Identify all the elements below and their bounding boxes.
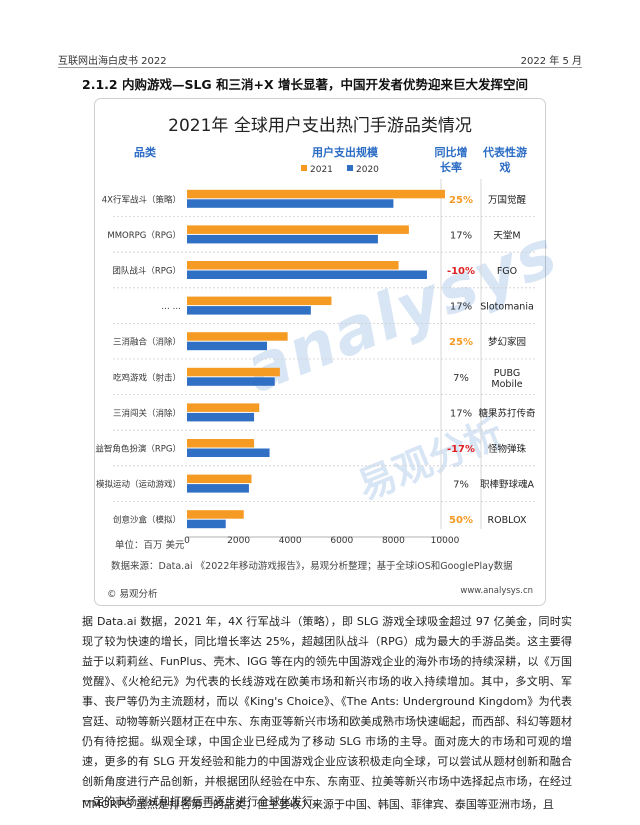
column-header-yoy: 同比增长率 bbox=[434, 146, 468, 174]
bar-2020 bbox=[187, 412, 255, 422]
growth-rate: 7% bbox=[453, 373, 469, 384]
section-title: 2.1.2 内购游戏—SLG 和三消+X 增长显著，中国开发者优势迎来巨大发挥空… bbox=[82, 77, 528, 92]
column-header-category: 品类 bbox=[134, 146, 156, 159]
page-header: 互联网出海白皮书 2022 2022 年 5 月 bbox=[58, 52, 582, 68]
bar-2020 bbox=[187, 448, 270, 457]
x-tick-label: 6000 bbox=[330, 536, 353, 546]
representative-game: 梦幻家园 bbox=[488, 336, 526, 348]
growth-rate: 17% bbox=[450, 302, 472, 313]
category-label: 益智角色扮演（RPG） bbox=[95, 444, 181, 455]
category-label: 创意沙盒（模拟） bbox=[113, 515, 181, 526]
bar-2020 bbox=[187, 377, 275, 386]
bar-2020 bbox=[187, 519, 226, 529]
category-label: 三消融合（消除） bbox=[113, 337, 181, 348]
source-note: 数据来源：Data.ai 《2022年移动游戏报告》，易观分析整理；基于全球iO… bbox=[111, 561, 513, 572]
representative-game: 万国觉醒 bbox=[488, 195, 527, 206]
representative-game: 职棒野球魂A bbox=[480, 479, 535, 491]
growth-rate: -17% bbox=[447, 444, 475, 455]
copyright-label: © 易观分析 bbox=[107, 589, 158, 600]
representative-game: Mobile bbox=[491, 379, 522, 390]
category-label: 团队战斗（RPG） bbox=[112, 266, 181, 277]
column-header-spend: 用户支出规模 bbox=[312, 146, 378, 159]
x-tick-label: 0 bbox=[184, 536, 190, 546]
bar-2020 bbox=[187, 484, 249, 493]
category-label: 4X行军战斗（策略） bbox=[102, 194, 181, 205]
x-tick-label: 8000 bbox=[382, 536, 405, 546]
category-label: … … bbox=[161, 302, 181, 312]
legend-label-2020: 2020 bbox=[356, 165, 379, 175]
growth-rate: 17% bbox=[450, 408, 472, 419]
bar-2020 bbox=[187, 270, 427, 279]
representative-game: ROBLOX bbox=[488, 515, 527, 526]
header-date: 2022 年 5 月 bbox=[520, 56, 582, 67]
bar-2020 bbox=[187, 234, 378, 244]
column-header-representative: 代表性游戏 bbox=[483, 146, 527, 174]
unit-label: 单位：百万 美元 bbox=[115, 540, 185, 551]
representative-game: FGO bbox=[497, 266, 517, 277]
bar-2021 bbox=[187, 225, 409, 234]
chart-card: 2021年 全球用户支出热门手游品类情况 品类 用户支出规模 同比增长率 代表性… bbox=[94, 98, 568, 606]
bar-2021 bbox=[187, 510, 244, 519]
growth-rate: 17% bbox=[450, 230, 472, 241]
representative-game: PUBG bbox=[494, 368, 520, 379]
category-label: MMORPG（RPG） bbox=[107, 230, 181, 241]
representative-game: Slotomania bbox=[480, 302, 534, 313]
body-paragraph-1: 据 Data.ai 数据，2021 年，4X 行军战斗（策略），即 SLG 游戏… bbox=[82, 615, 572, 808]
header-divider bbox=[58, 67, 582, 68]
header-doc-title: 互联网出海白皮书 2022 bbox=[58, 56, 167, 67]
growth-rate: 25% bbox=[449, 337, 473, 348]
bar-2021 bbox=[187, 474, 252, 484]
bar-2021 bbox=[187, 296, 332, 306]
representative-game: 天堂M bbox=[493, 229, 520, 241]
representative-game: 糖果苏打传奇 bbox=[478, 407, 536, 419]
bar-2020 bbox=[187, 199, 394, 208]
bar-2021 bbox=[187, 403, 260, 412]
legend-swatch-2021 bbox=[301, 165, 307, 171]
bar-chart: 2021 2020 4X行军战斗（策略） 25% 万国觉醒 MMORPG（RPG） 17% 天… bbox=[95, 165, 536, 546]
category-label: 三消闯关（消除） bbox=[113, 408, 181, 419]
growth-rate: -10% bbox=[447, 266, 475, 277]
x-tick-label: 2000 bbox=[227, 536, 250, 546]
site-url: www.analysys.cn bbox=[460, 586, 533, 596]
representative-game: 怪物弹珠 bbox=[488, 443, 527, 455]
legend-label-2021: 2021 bbox=[310, 165, 333, 175]
bar-2021 bbox=[187, 439, 255, 448]
x-tick-label: 4000 bbox=[279, 536, 302, 546]
bar-2020 bbox=[187, 306, 311, 315]
growth-rate: 7% bbox=[453, 480, 469, 491]
bar-2021 bbox=[187, 332, 288, 341]
bar-2020 bbox=[187, 341, 267, 351]
legend-swatch-2020 bbox=[347, 165, 353, 171]
growth-rate: 25% bbox=[449, 195, 473, 206]
bar-2021 bbox=[187, 189, 445, 199]
bar-2021 bbox=[187, 261, 399, 270]
body-paragraph-2: MMORPG 虽然是排名第二的品类，但主要收入来源于中国、韩国、菲律宾、泰国等亚… bbox=[82, 798, 554, 811]
growth-rate: 50% bbox=[449, 515, 473, 526]
category-label: 模拟运动（运动游戏） bbox=[96, 479, 181, 490]
bar-2021 bbox=[187, 367, 280, 377]
x-tick-label: 10000 bbox=[431, 536, 460, 546]
chart-title: 2021年 全球用户支出热门手游品类情况 bbox=[168, 116, 472, 136]
category-label: 吃鸡游戏（射击） bbox=[113, 372, 181, 383]
